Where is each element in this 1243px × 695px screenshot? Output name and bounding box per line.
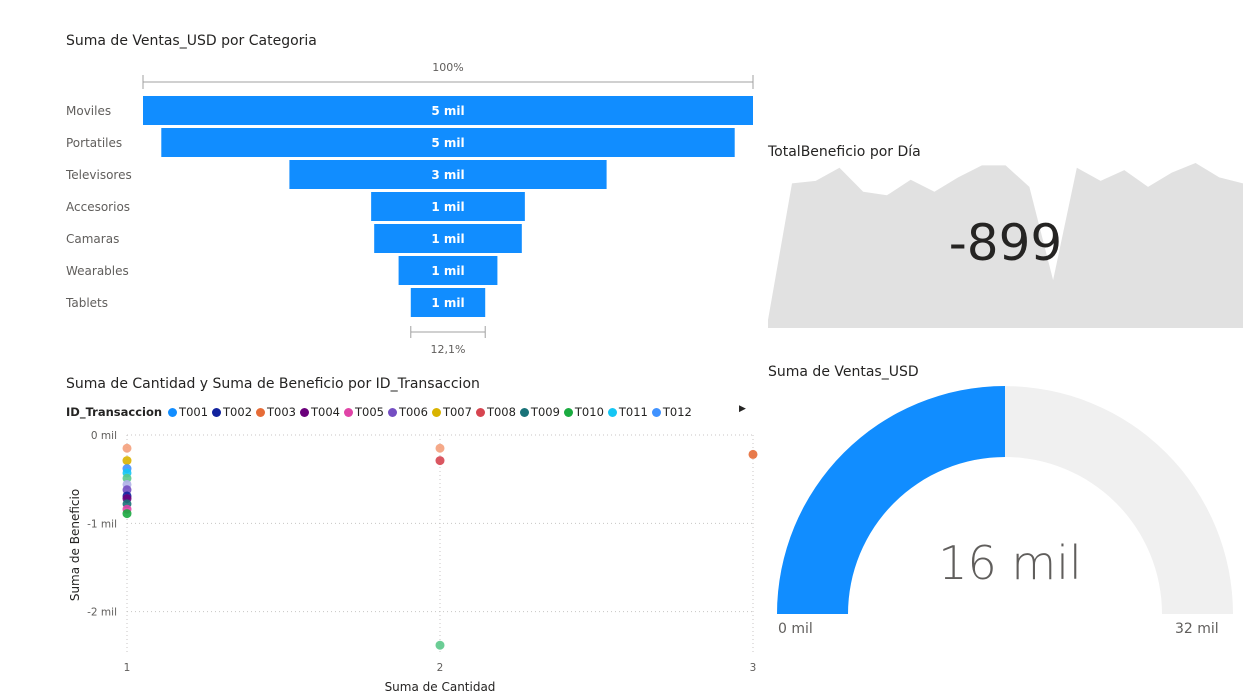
scatter-point[interactable] (435, 456, 445, 466)
legend-dot-icon (607, 407, 617, 417)
legend-label: T002 (223, 405, 253, 419)
funnel-bar[interactable] (398, 256, 498, 285)
legend-label: T008 (486, 405, 516, 419)
legend-dot-icon (387, 407, 397, 417)
legend-item[interactable]: T005 (343, 405, 384, 419)
legend-dot-icon (651, 407, 661, 417)
legend-item[interactable]: T010 (563, 405, 604, 419)
legend-item[interactable]: T002 (212, 405, 252, 419)
legend-label: T009 (530, 405, 560, 419)
legend-label: T001 (179, 405, 209, 419)
funnel-bar[interactable] (161, 128, 735, 157)
scatter-point[interactable] (122, 443, 132, 453)
legend-dot-icon (431, 407, 441, 417)
legend-item[interactable]: T001 (168, 405, 208, 419)
kpi-title: TotalBeneficio por Día (768, 144, 921, 160)
funnel-category-label: Moviles (66, 104, 111, 118)
funnel-category-label: Camaras (66, 232, 119, 246)
legend-item[interactable]: T004 (300, 405, 340, 419)
scatter-point[interactable] (122, 473, 132, 483)
gauge-fill[interactable] (777, 386, 1005, 614)
legend-item[interactable]: T009 (519, 405, 560, 419)
legend-item[interactable]: T011 (607, 405, 648, 419)
legend-label: T007 (442, 405, 472, 419)
legend-item[interactable]: T008 (475, 405, 516, 419)
legend-dot-icon (519, 407, 529, 417)
legend-title: ID_Transaccion (66, 405, 163, 419)
legend-label: T006 (398, 405, 428, 419)
legend-item[interactable]: T012 (651, 405, 692, 419)
funnel-category-label: Portatiles (66, 136, 122, 150)
gauge-title: Suma de Ventas_USD (768, 364, 919, 380)
scatter-point[interactable] (122, 509, 132, 519)
scatter-point[interactable] (748, 449, 758, 459)
funnel-data-label: 5 mil (431, 136, 464, 150)
legend-dot-icon (343, 407, 353, 417)
funnel-data-label: 1 mil (431, 296, 464, 310)
scatter-title: Suma de Cantidad y Suma de Beneficio por… (66, 376, 480, 392)
funnel-top-percent: 100% (432, 61, 463, 74)
legend-dot-icon (300, 407, 309, 417)
legend-dot-icon (212, 407, 222, 417)
scatter-point[interactable] (122, 485, 132, 495)
funnel-bar[interactable] (289, 160, 607, 189)
legend-label: T003 (267, 405, 296, 419)
funnel-bar[interactable] (143, 96, 753, 125)
scatter-point[interactable] (435, 640, 445, 650)
legend-item[interactable]: T006 (387, 405, 428, 419)
legend-dot-icon (168, 407, 178, 417)
legend-label: T005 (354, 405, 384, 419)
funnel-category-label: Televisores (65, 168, 132, 182)
funnel-data-label: 3 mil (431, 168, 464, 182)
gauge-min-label: 0 mil (778, 621, 813, 637)
funnel-category-label: Tablets (65, 296, 108, 310)
legend-label: T010 (574, 405, 604, 419)
gauge-max-label: 32 mil (1175, 621, 1219, 637)
funnel-data-label: 1 mil (431, 264, 464, 278)
legend-dot-icon (475, 407, 485, 417)
kpi-value: -899 (948, 214, 1063, 272)
funnel-bar[interactable] (371, 192, 525, 221)
legend-dot-icon (256, 407, 266, 417)
funnel-bar[interactable] (410, 288, 486, 317)
legend-label: T004 (311, 405, 340, 419)
scatter-point[interactable] (122, 456, 132, 466)
funnel-data-label: 5 mil (431, 104, 464, 118)
funnel-bottom-percent: 12,1% (431, 343, 466, 356)
legend-item[interactable]: T007 (431, 405, 472, 419)
funnel-category-label: Accesorios (66, 200, 130, 214)
funnel-data-label: 1 mil (431, 200, 464, 214)
kpi-trend-area-shape (768, 163, 1243, 328)
gauge-value: 16 mil (938, 536, 1082, 590)
scatter-legend[interactable]: ID_Transaccion T001 T002 T003 T004 T005 T006 T… (66, 404, 696, 420)
legend-dot-icon (563, 407, 573, 417)
funnel-category-label: Wearables (66, 264, 129, 278)
scatter-point[interactable] (435, 443, 445, 453)
legend-label: T012 (662, 405, 692, 419)
legend-next-arrow-icon[interactable]: ▶ (739, 404, 746, 414)
legend-item[interactable]: T003 (256, 405, 296, 419)
funnel-data-label: 1 mil (431, 232, 464, 246)
legend-label: T011 (618, 405, 648, 419)
funnel-bar[interactable] (374, 224, 522, 253)
funnel-title: Suma de Ventas_USD por Categoria (66, 33, 317, 49)
